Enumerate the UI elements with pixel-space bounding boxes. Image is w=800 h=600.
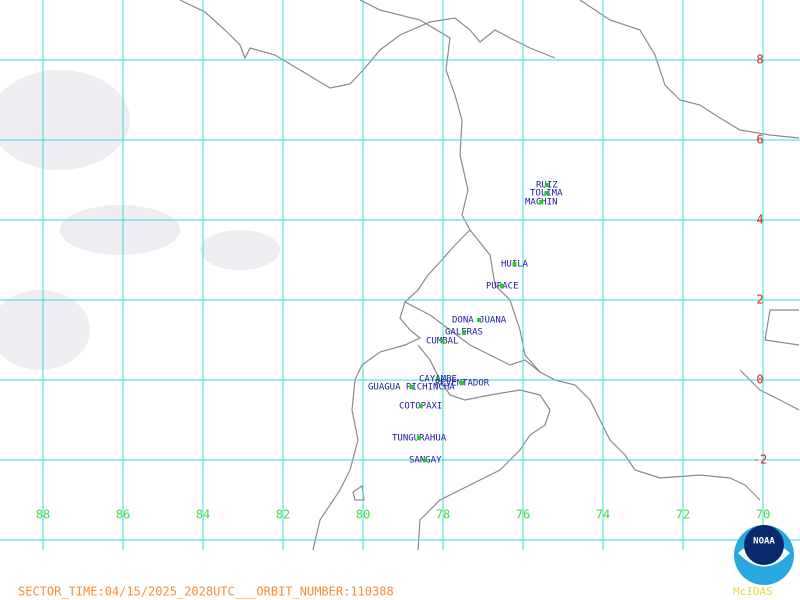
lat-label: 0 [756, 373, 763, 387]
lon-label: 76 [516, 508, 530, 522]
footer-text: SECTOR_TIME:04/15/2025_2028UTC___ORBIT_N… [18, 585, 394, 599]
volcano-marker [440, 339, 445, 343]
labels: 86420-288868482807876747270RUIZTOLIMAMAC… [36, 53, 770, 522]
lon-label: 84 [196, 508, 210, 522]
volcano-marker [500, 284, 505, 288]
volcano-marker [539, 200, 544, 204]
volcano-marker [544, 191, 549, 195]
volcano-marker [512, 262, 517, 266]
lon-label: 86 [116, 508, 130, 522]
brand-text: McIDAS [733, 585, 773, 598]
volcano-marker [477, 318, 482, 322]
volcano-marker [409, 385, 414, 389]
lon-label: 80 [356, 508, 370, 522]
lon-label: 70 [756, 508, 770, 522]
lat-label: 2 [756, 293, 763, 307]
lat-label: 8 [756, 53, 763, 67]
lon-label: 82 [276, 508, 290, 522]
lon-label: 72 [676, 508, 690, 522]
grid [0, 0, 800, 550]
volcano-marker [435, 377, 440, 381]
volcano-marker [460, 381, 465, 385]
lon-label: 74 [596, 508, 610, 522]
lat-label: -2 [753, 453, 767, 467]
clouds [0, 70, 280, 370]
lat-label: 4 [756, 213, 763, 227]
volcano-marker [423, 458, 428, 462]
logo-text: NOAA [753, 537, 775, 547]
volcano-marker [461, 330, 466, 334]
lon-label: 78 [436, 508, 450, 522]
volcano-marker [417, 436, 422, 440]
volcano-marker [418, 404, 423, 408]
lat-label: 6 [756, 133, 763, 147]
volcano-marker [544, 183, 549, 187]
lon-label: 88 [36, 508, 50, 522]
noaa-logo: NOAA [734, 525, 794, 585]
